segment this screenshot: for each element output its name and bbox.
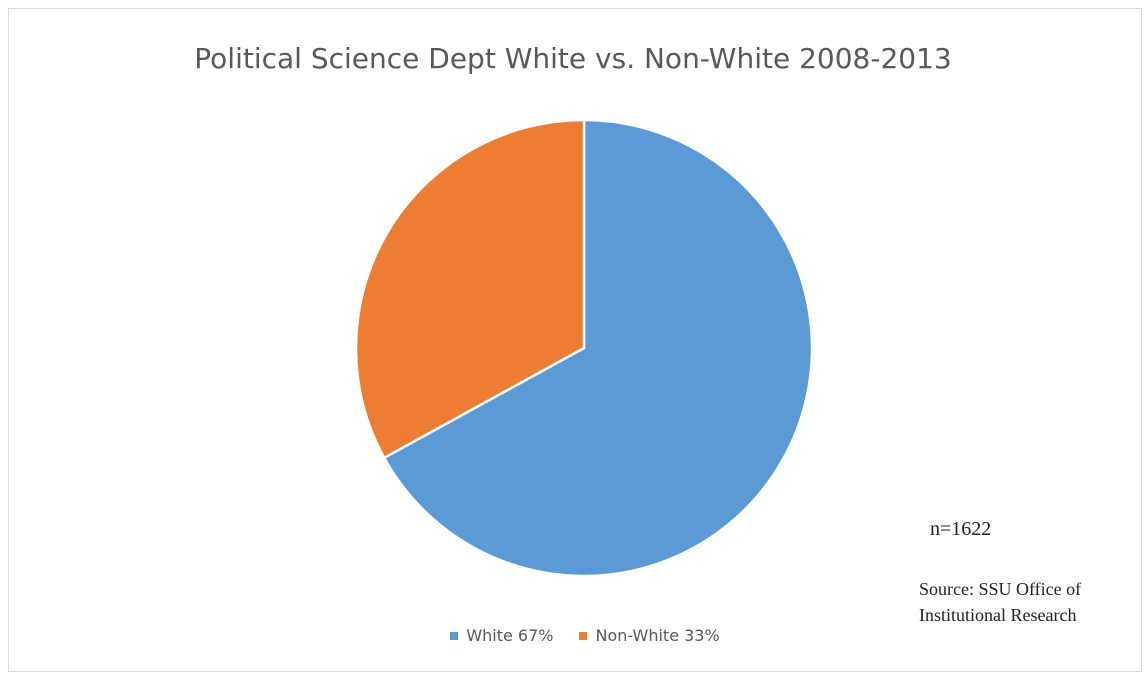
pie-slice-white — [382, 118, 814, 578]
chart-legend: White 67% Non-White 33% — [0, 626, 1146, 645]
source-note: Source: SSU Office of Institutional Rese… — [919, 579, 1082, 625]
legend-swatch-non-white — [579, 631, 588, 640]
legend-label-non-white: Non-White 33% — [595, 626, 720, 645]
sample-size-note: n=1622 — [930, 518, 992, 540]
legend-item-non-white: Non-White 33% — [579, 626, 720, 645]
legend-item-white: White 67% — [450, 626, 553, 645]
pie-slice-non-white — [354, 118, 586, 460]
chart-title: Political Science Dept White vs. Non-Whi… — [194, 42, 952, 75]
legend-swatch-white — [450, 631, 459, 640]
legend-label-white: White 67% — [466, 626, 554, 645]
